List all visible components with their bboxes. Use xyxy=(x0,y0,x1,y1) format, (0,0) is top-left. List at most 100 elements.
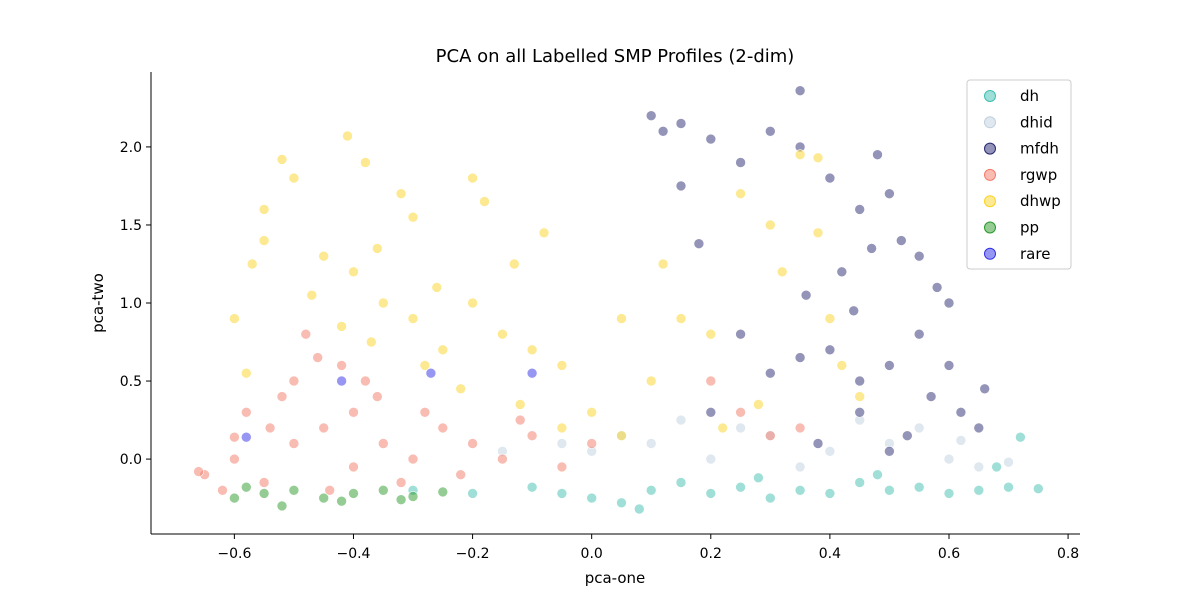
data-point-dhwp xyxy=(419,360,431,371)
data-point-rgwp xyxy=(407,453,419,465)
data-point-dh xyxy=(973,484,985,496)
legend-label: dhwp xyxy=(1020,192,1061,210)
legend-label: dhid xyxy=(1020,113,1053,131)
legend-item-dhid: dhid xyxy=(984,113,1053,131)
data-point-dhwp xyxy=(288,172,300,184)
data-point-dh xyxy=(1015,431,1026,443)
data-point-dhid xyxy=(973,461,985,473)
data-point-rgwp xyxy=(300,328,312,340)
data-point-dhwp xyxy=(794,149,806,160)
y-ticks: 0.0 0.5 1.0 1.5 2.0 xyxy=(120,140,151,468)
data-point-mfdh xyxy=(824,172,836,184)
data-point-dhid xyxy=(943,453,955,465)
x-tick-label: −0.2 xyxy=(456,546,490,562)
data-point-dhid xyxy=(913,422,925,434)
data-point-rgwp xyxy=(258,477,270,488)
data-point-rgwp xyxy=(526,430,538,442)
data-point-dhwp xyxy=(395,188,407,199)
data-point-dh xyxy=(633,503,645,515)
data-point-dh xyxy=(645,484,657,496)
data-point-dhwp xyxy=(764,219,776,231)
data-point-rgwp xyxy=(514,414,526,426)
y-tick-label: 1.0 xyxy=(120,296,142,312)
data-point-rare xyxy=(425,367,437,379)
data-point-dhwp xyxy=(616,313,627,324)
x-axis-label: pca-one xyxy=(585,569,646,587)
x-tick-label: 0.2 xyxy=(700,546,722,562)
x-tick-label: 0.6 xyxy=(938,546,960,562)
data-point-mfdh xyxy=(764,367,776,379)
data-point-mfdh xyxy=(812,438,824,449)
data-point-mfdh xyxy=(693,238,705,249)
data-point-dh xyxy=(586,492,598,504)
data-point-dh xyxy=(556,488,568,499)
data-point-rgwp xyxy=(241,406,252,418)
data-point-dh xyxy=(943,488,955,499)
data-point-mfdh xyxy=(854,204,866,215)
data-point-mfdh xyxy=(848,305,860,317)
data-point-mfdh xyxy=(645,110,657,121)
data-point-mfdh xyxy=(794,352,806,363)
data-point-pp xyxy=(348,488,359,499)
legend-item-pp: pp xyxy=(984,219,1039,237)
data-point-rgwp xyxy=(348,461,359,473)
data-point-rare xyxy=(336,375,347,387)
x-tick-label: −0.6 xyxy=(217,546,251,562)
data-point-rgwp xyxy=(217,484,228,496)
data-point-dhwp xyxy=(753,399,764,410)
scatter-points xyxy=(193,85,1044,515)
data-point-mfdh xyxy=(794,85,806,96)
data-point-pp xyxy=(229,492,240,504)
legend-item-dhwp: dhwp xyxy=(984,192,1061,210)
data-point-rgwp xyxy=(794,422,806,434)
data-point-dhwp xyxy=(407,313,419,324)
legend-label: mfdh xyxy=(1020,140,1059,158)
data-point-dhwp xyxy=(246,258,258,270)
data-point-mfdh xyxy=(705,406,717,418)
legend-marker xyxy=(984,221,996,234)
data-point-mfdh xyxy=(884,360,895,371)
y-tick-label: 0.5 xyxy=(120,374,142,390)
data-point-dhwp xyxy=(437,344,449,356)
data-point-mfdh xyxy=(943,360,955,371)
data-point-dhwp xyxy=(276,154,288,165)
data-point-rgwp xyxy=(360,375,371,387)
data-point-rgwp xyxy=(497,453,508,465)
data-point-dhwp xyxy=(258,235,270,246)
data-point-dhwp xyxy=(258,204,270,215)
data-point-rgwp xyxy=(395,477,407,488)
data-point-dhid xyxy=(794,461,806,473)
data-point-pp xyxy=(407,491,419,502)
data-point-mfdh xyxy=(675,180,687,192)
data-point-dhwp xyxy=(514,399,526,410)
series-mfdh xyxy=(645,85,991,457)
data-point-dh xyxy=(854,477,866,488)
data-point-rgwp xyxy=(193,466,204,477)
data-point-dhwp xyxy=(377,297,389,309)
data-point-dh xyxy=(753,472,764,484)
legend-item-rare: rare xyxy=(984,245,1050,263)
legend-label: rgwp xyxy=(1020,166,1057,184)
legend-marker xyxy=(984,195,996,208)
x-tick-label: 0.0 xyxy=(581,546,603,562)
data-point-mfdh xyxy=(675,118,687,129)
data-point-rgwp xyxy=(455,469,467,481)
legend-marker xyxy=(984,247,996,260)
data-point-dh xyxy=(884,484,895,496)
chart-title: PCA on all Labelled SMP Profiles (2-dim) xyxy=(436,46,795,67)
data-point-mfdh xyxy=(895,235,907,246)
data-point-dh xyxy=(991,461,1002,473)
data-point-dhwp xyxy=(735,188,746,199)
data-point-dhid xyxy=(824,445,836,457)
data-point-rgwp xyxy=(371,391,383,402)
data-point-dhid xyxy=(1003,456,1014,468)
y-tick-label: 1.5 xyxy=(120,218,142,234)
y-axis-label: pca-two xyxy=(89,273,107,333)
data-point-mfdh xyxy=(854,375,866,387)
legend-item-dh: dh xyxy=(984,87,1039,105)
data-point-rgwp xyxy=(288,375,300,387)
y-tick-label: 2.0 xyxy=(120,140,142,156)
data-point-dhwp xyxy=(467,172,478,184)
data-point-dh xyxy=(824,488,836,499)
